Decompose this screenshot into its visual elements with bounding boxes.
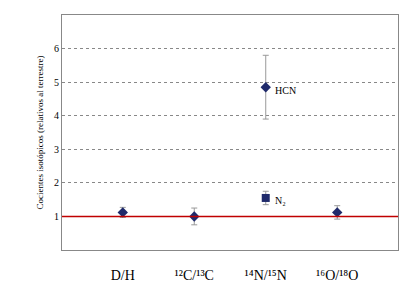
svg-text:Cocientes isotópicos (relativo: Cocientes isotópicos (relativos al terre… — [35, 56, 45, 210]
svg-text:N₂: N₂ — [275, 195, 286, 206]
svg-text:5: 5 — [54, 77, 59, 88]
svg-text:2: 2 — [54, 177, 59, 188]
svg-text:¹²C/¹³C: ¹²C/¹³C — [175, 268, 214, 283]
svg-text:¹⁴N/¹⁵N: ¹⁴N/¹⁵N — [245, 268, 287, 283]
svg-text:D/H: D/H — [111, 268, 135, 283]
svg-text:4: 4 — [54, 110, 59, 121]
svg-text:6: 6 — [54, 43, 59, 54]
svg-text:HCN: HCN — [275, 85, 296, 96]
svg-text:3: 3 — [54, 144, 59, 155]
svg-text:¹⁶O/¹⁸O: ¹⁶O/¹⁸O — [316, 268, 358, 283]
svg-text:1: 1 — [54, 211, 59, 222]
